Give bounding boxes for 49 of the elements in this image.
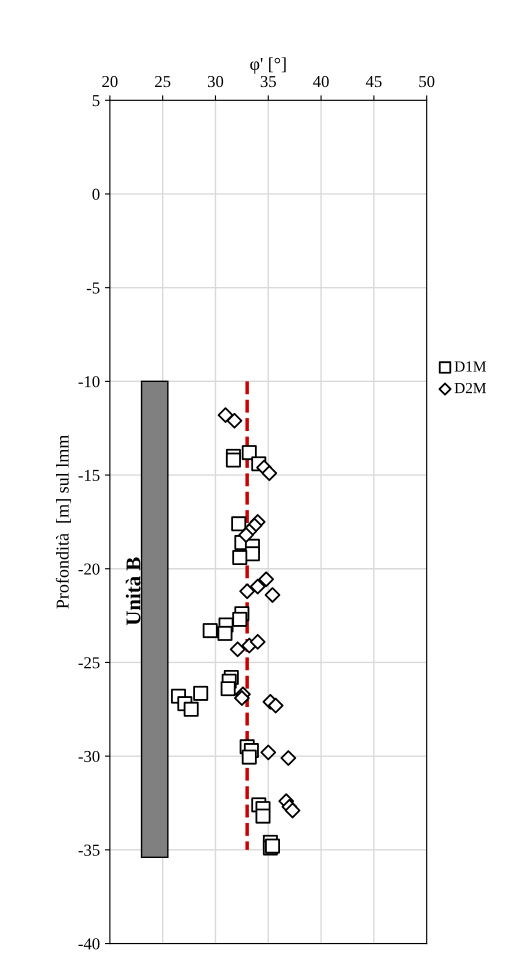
point xyxy=(250,578,266,594)
point xyxy=(284,802,300,818)
point xyxy=(184,702,199,717)
y-axis-title: Profondità [m] sul lmm xyxy=(56,434,71,609)
y-tick-label: -35 xyxy=(78,844,100,856)
point xyxy=(193,686,208,701)
point xyxy=(239,583,256,600)
point xyxy=(238,527,254,543)
legend-label: D1M xyxy=(454,361,486,372)
point xyxy=(280,750,296,766)
point xyxy=(231,516,246,532)
point xyxy=(218,407,234,423)
point xyxy=(264,587,280,603)
x-tick-label: 45 xyxy=(366,76,382,88)
point xyxy=(232,612,248,627)
point xyxy=(242,445,257,460)
point xyxy=(260,744,276,760)
point xyxy=(261,465,278,482)
point xyxy=(226,412,242,429)
y-tick-label: -15 xyxy=(78,470,100,482)
point xyxy=(220,681,236,696)
point xyxy=(226,452,241,468)
y-tick-label: 0 xyxy=(92,188,100,200)
y-tick-label: 5 xyxy=(92,95,100,106)
point xyxy=(234,690,250,706)
x-tick-label: 30 xyxy=(208,76,224,88)
point xyxy=(268,698,284,714)
legend-label: D2M xyxy=(454,382,486,394)
point xyxy=(258,571,274,588)
x-axis-title: φ' [°] xyxy=(250,57,286,74)
point xyxy=(230,641,246,658)
y-tick-label: -40 xyxy=(78,938,100,950)
y-tick-label: -5 xyxy=(86,282,100,294)
point xyxy=(242,750,257,765)
point xyxy=(256,808,270,824)
y-tick-label: -30 xyxy=(78,750,100,762)
y-tick-label: -25 xyxy=(78,657,100,668)
x-tick-label: 40 xyxy=(313,76,329,88)
point xyxy=(232,550,248,566)
band-label: Unità B xyxy=(126,557,140,626)
x-tick-label: 25 xyxy=(155,76,170,88)
x-tick-label: 20 xyxy=(102,76,118,88)
y-tick-label: -10 xyxy=(78,376,100,388)
point xyxy=(217,626,232,641)
x-tick-label: 50 xyxy=(419,76,434,88)
x-tick-label: 35 xyxy=(260,76,276,88)
point xyxy=(250,634,266,650)
y-tick-label: -20 xyxy=(78,563,100,575)
point xyxy=(202,623,218,638)
